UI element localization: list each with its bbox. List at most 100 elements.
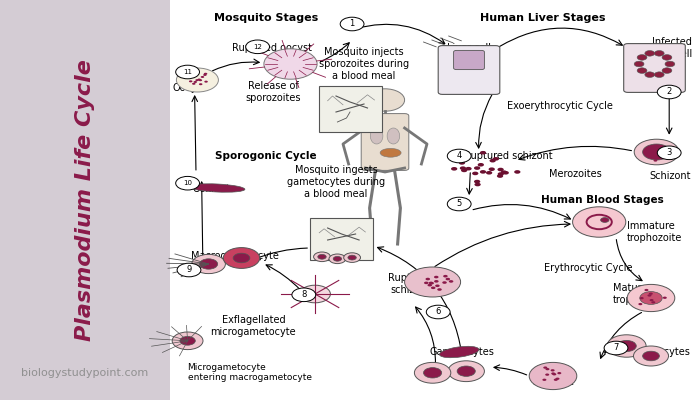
Text: Ruptured
schizont: Ruptured schizont <box>389 273 433 295</box>
Text: Microgametocyte
entering macrogametocyte: Microgametocyte entering macrogametocyte <box>188 363 312 382</box>
Circle shape <box>190 76 194 78</box>
Circle shape <box>503 171 509 174</box>
Circle shape <box>654 50 664 56</box>
Text: Exflagellated
microgametocyte: Exflagellated microgametocyte <box>211 315 296 337</box>
Circle shape <box>435 284 440 287</box>
Text: 7: 7 <box>613 344 619 352</box>
Circle shape <box>424 368 442 378</box>
Circle shape <box>662 55 672 60</box>
FancyBboxPatch shape <box>310 218 373 260</box>
Text: Schizont: Schizont <box>650 171 692 181</box>
Circle shape <box>199 259 218 269</box>
Circle shape <box>451 167 457 171</box>
Ellipse shape <box>387 128 400 144</box>
Circle shape <box>604 341 628 355</box>
Circle shape <box>466 167 472 170</box>
Circle shape <box>645 50 654 56</box>
Circle shape <box>573 207 626 237</box>
Text: Ruptured schizont: Ruptured schizont <box>464 151 552 161</box>
Text: 4: 4 <box>456 152 462 160</box>
Circle shape <box>551 372 555 375</box>
Text: Mature
trophozoite: Mature trophozoite <box>612 283 668 305</box>
Circle shape <box>199 83 202 85</box>
Circle shape <box>646 149 650 151</box>
Circle shape <box>414 362 451 383</box>
Ellipse shape <box>440 346 479 358</box>
Text: Mosquito Stages: Mosquito Stages <box>214 13 318 23</box>
Circle shape <box>458 161 465 165</box>
Circle shape <box>665 61 675 67</box>
Circle shape <box>634 346 668 366</box>
Text: Gametocytes: Gametocytes <box>626 347 690 357</box>
Circle shape <box>542 379 547 381</box>
Circle shape <box>199 79 202 81</box>
Circle shape <box>648 294 652 297</box>
Circle shape <box>365 89 405 111</box>
Circle shape <box>348 255 356 260</box>
Circle shape <box>551 369 554 372</box>
Circle shape <box>233 253 250 263</box>
Circle shape <box>426 278 430 280</box>
Circle shape <box>424 282 428 284</box>
Text: 3: 3 <box>666 148 672 157</box>
Text: Oocyst: Oocyst <box>172 83 206 93</box>
Circle shape <box>657 156 662 158</box>
Text: 8: 8 <box>301 290 307 299</box>
Circle shape <box>637 68 647 73</box>
Circle shape <box>556 378 559 380</box>
Circle shape <box>318 254 326 259</box>
Circle shape <box>448 361 484 382</box>
Circle shape <box>447 149 471 163</box>
Ellipse shape <box>380 148 401 157</box>
Text: Gametocytes: Gametocytes <box>430 347 494 357</box>
Circle shape <box>514 170 521 174</box>
Circle shape <box>292 288 316 302</box>
Text: 6: 6 <box>435 308 441 316</box>
Circle shape <box>529 362 577 390</box>
Circle shape <box>460 166 466 170</box>
Circle shape <box>340 17 364 31</box>
Circle shape <box>480 151 486 154</box>
Circle shape <box>662 68 672 73</box>
Text: Human Liver Stages: Human Liver Stages <box>480 13 606 23</box>
Circle shape <box>434 280 439 283</box>
Circle shape <box>264 49 317 79</box>
Circle shape <box>333 256 342 261</box>
Circle shape <box>428 282 433 284</box>
Circle shape <box>344 253 360 262</box>
Circle shape <box>446 278 450 280</box>
Circle shape <box>607 335 646 357</box>
Circle shape <box>649 292 653 295</box>
Circle shape <box>543 366 547 369</box>
Circle shape <box>489 159 496 162</box>
Circle shape <box>650 299 654 301</box>
Circle shape <box>246 40 270 54</box>
Circle shape <box>193 81 197 83</box>
Text: Infected
liver cell: Infected liver cell <box>652 37 692 59</box>
Circle shape <box>474 180 480 183</box>
Circle shape <box>443 275 448 278</box>
FancyBboxPatch shape <box>318 86 382 132</box>
Circle shape <box>657 85 681 99</box>
Text: Exoerythrocytic Cycle: Exoerythrocytic Cycle <box>507 101 613 111</box>
Text: Release of
sporozoites: Release of sporozoites <box>245 81 301 103</box>
Text: Liver cell: Liver cell <box>447 43 491 53</box>
Circle shape <box>197 78 201 80</box>
Text: Ookinete: Ookinete <box>193 184 236 194</box>
Circle shape <box>195 79 199 81</box>
Circle shape <box>457 366 475 376</box>
Circle shape <box>663 296 667 299</box>
Text: Schizont: Schizont <box>532 377 574 387</box>
Circle shape <box>192 83 195 85</box>
Circle shape <box>203 74 206 76</box>
Circle shape <box>434 276 438 278</box>
Circle shape <box>314 252 330 262</box>
Circle shape <box>637 55 647 60</box>
Text: 2: 2 <box>666 88 672 96</box>
Circle shape <box>461 169 468 172</box>
FancyBboxPatch shape <box>361 114 409 170</box>
Circle shape <box>177 263 201 277</box>
Ellipse shape <box>370 128 383 144</box>
Circle shape <box>300 285 330 303</box>
Circle shape <box>645 289 648 291</box>
